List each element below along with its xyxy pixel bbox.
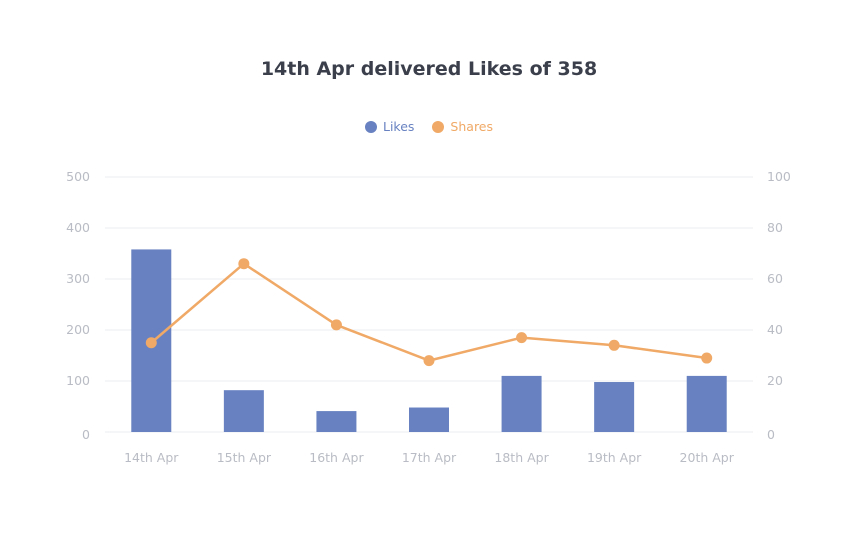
y-right-tick-label: 100 [767,169,791,184]
x-tick-label: 14th Apr [124,450,179,465]
legend-marker-shares [432,120,445,133]
x-tick-label: 20th Apr [680,450,735,465]
y-right-tick-label: 40 [767,322,783,337]
y-left-tick-label: 100 [66,373,90,388]
legend-marker-likes [364,120,377,133]
gridlines [105,176,753,433]
shares-line [150,262,707,362]
likes-bar [223,390,264,432]
shares-point [238,258,250,270]
shares-point [516,332,528,344]
legend-item-shares[interactable]: Shares [432,119,493,134]
y-left-tick-label: 300 [66,271,90,286]
shares-line-group [145,258,713,367]
shares-point [423,355,435,367]
likes-bars [131,249,727,432]
y-left-tick-label: 400 [66,220,90,235]
y-right-tick-label: 0 [767,427,775,442]
shares-point [145,337,157,349]
y-left-tick-label: 200 [66,322,90,337]
y-left-tick-label: 0 [82,427,90,442]
likes-bar [409,407,449,432]
likes-bar [594,382,635,432]
y-left-tick-label: 500 [66,169,90,184]
shares-point [608,339,620,351]
x-tick-label: 15th Apr [217,450,272,465]
y-right-tick-label: 80 [767,220,783,235]
shares-point [701,352,713,364]
likes-bar [501,375,542,432]
likes-bar [686,375,727,432]
likes-bar [316,411,357,432]
legend-label-likes: Likes [382,119,415,134]
shares-point [330,319,342,331]
x-tick-label: 18th Apr [494,450,549,465]
x-tick-label: 17th Apr [402,450,457,465]
y-right-tick-label: 60 [767,271,783,286]
legend-label-shares: Shares [450,119,494,134]
legend: Likes Shares [0,119,858,134]
chart-title: 14th Apr delivered Likes of 358 [260,58,598,80]
x-tick-label: 16th Apr [309,450,364,465]
axis-labels: 0 100 200 300 400 500 0 20 40 60 80 100 14th Apr 15th… [66,169,791,465]
legend-item-likes[interactable]: Likes [364,119,415,134]
x-tick-label: 19th Apr [587,450,642,465]
y-right-tick-label: 20 [767,373,783,388]
